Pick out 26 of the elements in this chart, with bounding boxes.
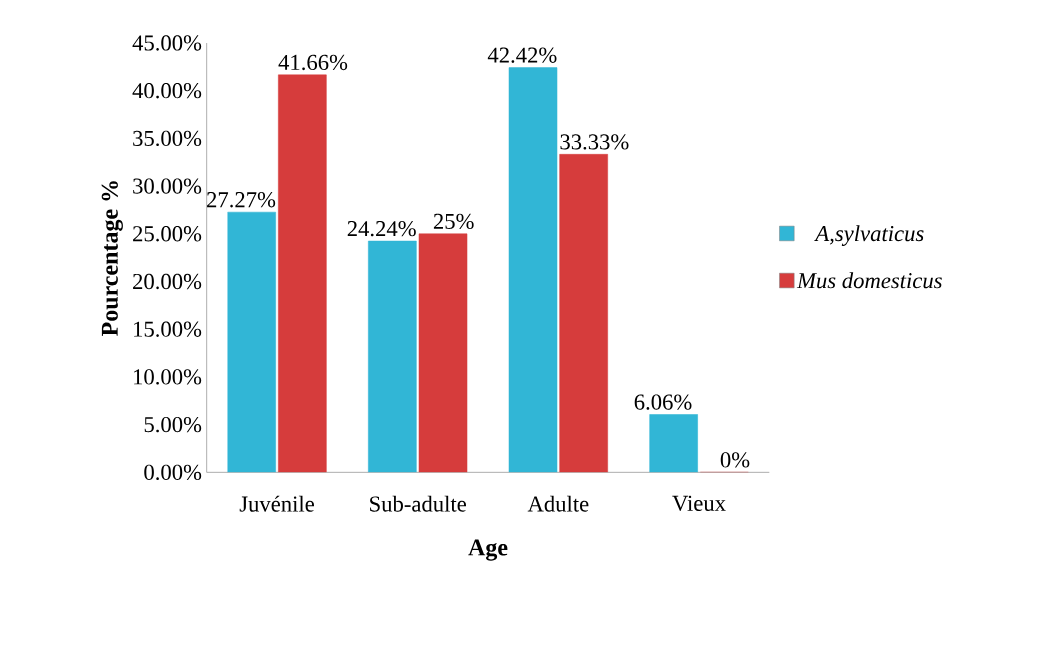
legend-label: Mus domesticus bbox=[796, 272, 942, 289]
data-label: 24.24% bbox=[347, 220, 416, 237]
y-tick-label: 30.00% bbox=[133, 178, 202, 194]
x-axis-title: Age bbox=[468, 539, 508, 561]
y-tick-label: 35.00% bbox=[133, 130, 202, 147]
y-tick-label: 5.00% bbox=[144, 416, 202, 433]
x-tick-label: Vieux bbox=[672, 495, 726, 512]
data-label: 27.27% bbox=[207, 192, 276, 208]
x-tick-label: Juvénile bbox=[239, 495, 315, 512]
y-tick-label: 45.00% bbox=[132, 35, 202, 51]
y-tick-label: 0.00% bbox=[144, 464, 202, 481]
legend-label: A,sylvaticus bbox=[814, 225, 924, 246]
data-label: 6.06% bbox=[634, 394, 692, 410]
y-tick-label: 25.00% bbox=[133, 226, 202, 242]
data-label: 42.42% bbox=[487, 47, 557, 63]
data-label: 0% bbox=[720, 452, 750, 468]
data-label: 33.33% bbox=[560, 134, 629, 150]
y-tick-label: 20.00% bbox=[133, 273, 202, 290]
data-label: 25% bbox=[433, 213, 474, 230]
y-tick-label: 10.00% bbox=[134, 369, 202, 385]
y-axis-title: Pourcentage % bbox=[101, 181, 123, 337]
data-label: 41.66% bbox=[278, 54, 348, 71]
x-tick-label: Sub-adulte bbox=[370, 495, 467, 512]
x-tick-label: Adulte bbox=[527, 495, 589, 512]
y-tick-label: 40.00% bbox=[132, 83, 202, 99]
y-tick-label: 15.00% bbox=[134, 321, 202, 337]
